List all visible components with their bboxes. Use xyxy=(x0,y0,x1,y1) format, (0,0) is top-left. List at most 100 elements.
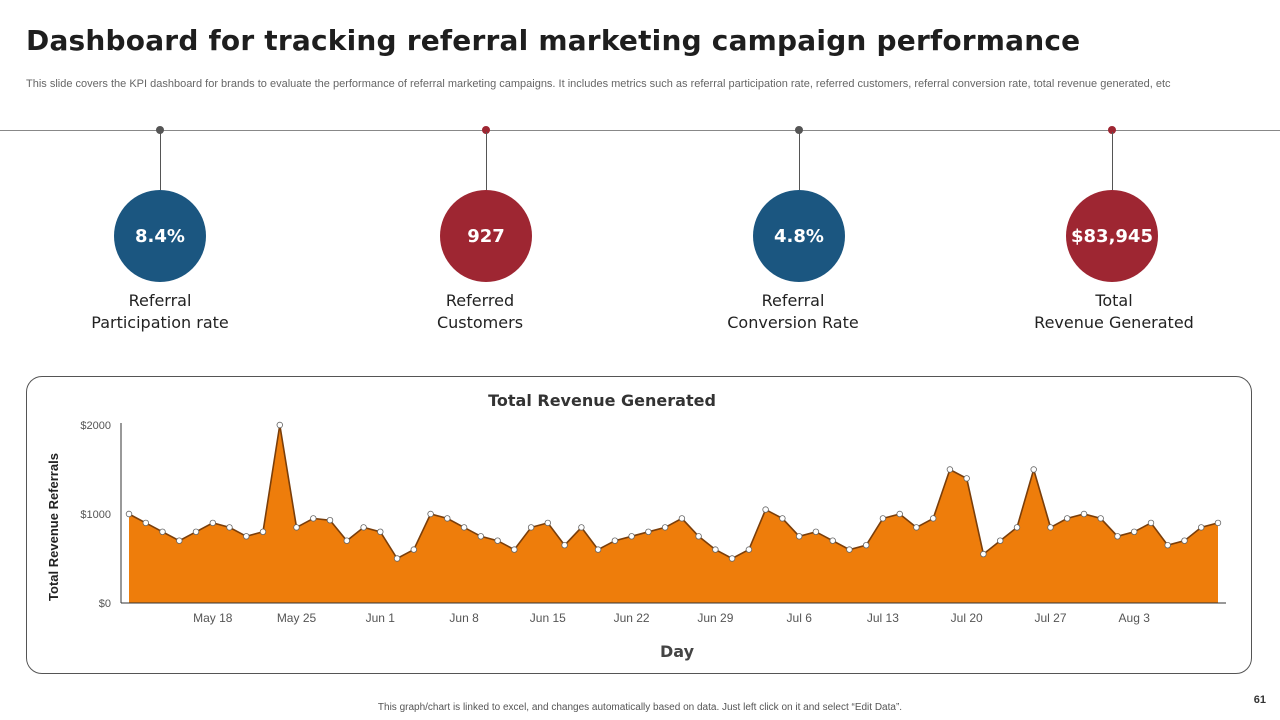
data-point xyxy=(1063,515,1071,522)
kpi-value-circle: 8.4% xyxy=(114,190,206,282)
x-tick-label: Jun 15 xyxy=(530,611,566,625)
data-point xyxy=(645,528,652,535)
data-point xyxy=(343,537,350,544)
data-point xyxy=(561,541,568,549)
data-point xyxy=(661,524,669,531)
data-point xyxy=(226,524,233,531)
data-point xyxy=(712,546,719,553)
x-tick-label: Jun 29 xyxy=(697,611,733,625)
kpi-connector-stem xyxy=(159,132,161,190)
data-point xyxy=(1130,528,1138,535)
page-number: 61 xyxy=(1253,694,1266,706)
data-point xyxy=(527,524,535,531)
kpi-label-line2: Revenue Generated xyxy=(1034,313,1194,332)
data-point xyxy=(494,537,501,544)
data-point xyxy=(460,524,468,531)
footer-note: This graph/chart is linked to excel, and… xyxy=(377,702,903,713)
y-tick-label: $1000 xyxy=(80,509,111,521)
data-point xyxy=(444,515,451,522)
data-point xyxy=(745,546,753,553)
y-axis-title: Total Revenue Referrals xyxy=(46,453,61,601)
kpi-label-line2: Conversion Rate xyxy=(727,313,859,332)
kpi-connector-dot xyxy=(482,126,490,134)
data-point xyxy=(1047,524,1054,531)
data-point xyxy=(326,516,334,524)
data-point xyxy=(695,533,702,540)
data-point xyxy=(1181,537,1188,544)
x-tick-label: Jul 6 xyxy=(787,611,813,625)
data-point xyxy=(611,537,619,544)
y-tick-label: $2000 xyxy=(80,420,111,432)
data-point xyxy=(678,515,686,522)
data-point xyxy=(1214,519,1222,527)
data-point xyxy=(125,510,133,518)
timeline-divider xyxy=(0,130,1280,131)
data-point xyxy=(896,510,903,518)
data-point xyxy=(209,519,216,527)
chart-title: Total Revenue Generated xyxy=(488,391,716,410)
data-point xyxy=(192,528,200,535)
x-tick-label: Jun 22 xyxy=(614,611,650,625)
data-point xyxy=(477,533,484,540)
data-point xyxy=(997,537,1004,544)
kpi-label: Referred Customers xyxy=(360,290,600,334)
data-point xyxy=(796,533,803,540)
x-tick-label: Jun 8 xyxy=(449,611,479,625)
data-point xyxy=(779,515,786,522)
x-tick-label: May 18 xyxy=(193,611,233,625)
kpi-label-line1: Referral xyxy=(128,291,192,310)
x-tick-label: Aug 3 xyxy=(1119,611,1151,625)
data-point xyxy=(829,537,836,544)
x-tick-label: Jun 1 xyxy=(366,611,396,625)
x-tick-label: Jul 13 xyxy=(867,611,899,625)
kpi-label: Referral Conversion Rate xyxy=(673,290,913,334)
kpi-label-line1: Referral xyxy=(761,291,825,310)
data-point xyxy=(578,524,585,531)
data-point xyxy=(410,546,417,553)
data-point xyxy=(360,524,367,531)
data-point xyxy=(1030,466,1037,473)
data-point xyxy=(863,541,870,549)
kpi-connector-dot xyxy=(795,126,803,134)
x-tick-label: May 25 xyxy=(277,611,317,625)
x-axis-title: Day xyxy=(660,642,695,661)
data-point xyxy=(1097,515,1104,522)
data-point xyxy=(846,546,853,553)
kpi-value-circle: $83,945 xyxy=(1066,190,1158,282)
kpi-connector-dot xyxy=(1108,126,1116,134)
y-tick-label: $0 xyxy=(99,598,111,610)
revenue-area-chart: $0 $1000 $2000 May 18 May 25 Jun 1 Jun 8 Jun 15… xyxy=(46,420,1226,661)
data-point xyxy=(963,475,970,482)
x-tick-label: Jul 20 xyxy=(951,611,983,625)
revenue-chart-panel: Total Revenue Generated $0 $1000 $2000 May … xyxy=(26,376,1252,674)
data-point xyxy=(946,466,954,473)
kpi-label: Referral Participation rate xyxy=(40,290,280,334)
data-point xyxy=(913,524,920,531)
data-point xyxy=(1013,524,1021,531)
page-title: Dashboard for tracking referral marketin… xyxy=(26,24,1081,57)
data-point xyxy=(1197,524,1205,531)
kpi-connector-dot xyxy=(156,126,164,134)
data-point xyxy=(762,506,769,513)
data-point xyxy=(427,510,434,518)
data-point xyxy=(259,528,267,535)
data-point xyxy=(159,528,166,535)
data-point xyxy=(980,550,987,558)
kpi-label: Total Revenue Generated xyxy=(994,290,1234,334)
kpi-label-line2: Participation rate xyxy=(91,313,229,332)
kpi-label-line1: Total xyxy=(1095,291,1133,310)
data-point xyxy=(1164,541,1171,549)
data-point xyxy=(310,515,317,522)
kpi-value-circle: 927 xyxy=(440,190,532,282)
data-point xyxy=(1147,519,1155,527)
data-point xyxy=(377,528,384,535)
data-point xyxy=(594,546,602,553)
x-tick-label: Jul 27 xyxy=(1034,611,1066,625)
kpi-label-line2: Customers xyxy=(436,313,524,332)
data-point xyxy=(930,515,937,522)
kpi-connector-stem xyxy=(485,132,487,190)
kpi-connector-stem xyxy=(798,132,800,190)
kpi-label-line1: Referred xyxy=(445,291,515,310)
revenue-area-fill xyxy=(129,425,1218,603)
data-point xyxy=(276,421,283,429)
